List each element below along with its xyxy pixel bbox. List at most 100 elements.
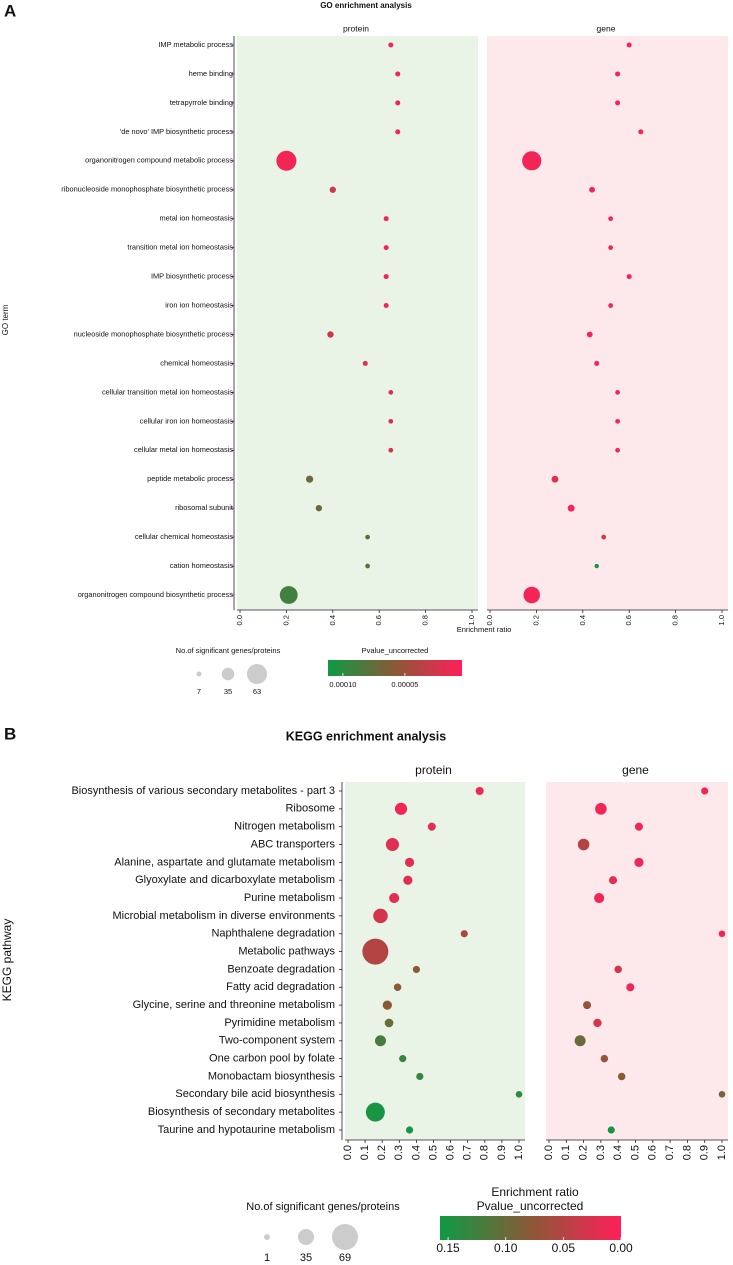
y-tick-label: cation homeostasis: [170, 561, 234, 570]
size-legend-label: 7: [197, 687, 201, 696]
bubble: [404, 857, 415, 867]
x-tick-label: 0.0: [543, 1145, 555, 1160]
bubble: [427, 822, 436, 831]
bubble: [634, 857, 644, 867]
bubble: [718, 930, 726, 938]
y-tick-label: Glycine, serine and threonine metabolism: [133, 999, 335, 1011]
y-tick-label: Ribosome: [285, 803, 335, 815]
y-axis-label: GO term: [1, 304, 10, 335]
bubble: [615, 71, 621, 77]
x-tick-label: 1.0: [717, 615, 726, 625]
bubble: [365, 1102, 385, 1122]
bubble: [593, 1018, 602, 1028]
bubble: [327, 331, 334, 338]
bubble: [374, 1035, 386, 1047]
bubble: [523, 586, 541, 604]
y-tick-label: ribosomal subunit: [175, 503, 233, 512]
color-legend-title: Pvalue_uncorrected: [477, 1199, 584, 1213]
bubble: [586, 331, 593, 338]
color-bar-label: 0.00: [609, 1241, 633, 1255]
x-tick-label: 0.4: [410, 1145, 422, 1160]
x-tick-label: 0.8: [681, 1145, 693, 1160]
bubble: [475, 786, 484, 796]
size-legend-label: 63: [253, 687, 261, 696]
bubble: [515, 1091, 523, 1098]
bubble: [362, 360, 368, 366]
facet-title: gene: [597, 23, 616, 33]
bubble: [385, 837, 399, 852]
facet-title: protein: [415, 763, 452, 777]
facet-background: [546, 782, 728, 1140]
bubble: [589, 186, 595, 193]
y-tick-label: Microbial metabolism in diverse environm…: [112, 910, 335, 922]
bubble: [389, 892, 400, 904]
bubble: [383, 303, 389, 309]
size-legend-label: 35: [300, 1252, 312, 1264]
bubble: [383, 274, 389, 280]
x-tick-label: 0.1: [359, 1145, 371, 1160]
chart-title: KEGG enrichment analysis: [286, 729, 447, 743]
x-tick-label: 0.1: [560, 1145, 572, 1160]
x-tick-label: 0.5: [427, 1145, 439, 1160]
facet-background: [487, 36, 728, 610]
bubble: [595, 803, 607, 815]
y-tick-label: Biosynthesis of secondary metabolites: [148, 1106, 336, 1118]
bubble: [460, 930, 468, 938]
bubble: [388, 390, 394, 395]
bubble: [416, 1072, 424, 1081]
color-bar: [440, 1216, 621, 1240]
bubble: [608, 303, 614, 308]
x-tick-label: 0.7: [462, 1145, 474, 1160]
size-legend-label: 69: [339, 1252, 351, 1264]
bubble: [405, 1126, 414, 1134]
y-tick-label: IMP biosynthetic process: [151, 272, 233, 281]
color-bar-label: 0.15: [436, 1241, 460, 1255]
bubble: [615, 447, 620, 453]
x-tick-label: 0.0: [235, 615, 244, 625]
bubble: [626, 983, 635, 992]
x-tick-label: 0.2: [281, 615, 290, 625]
y-tick-label: Metabolic pathways: [238, 945, 335, 957]
color-bar-label: 0.00010: [329, 680, 356, 689]
bubble: [384, 1018, 394, 1028]
bubble: [626, 274, 632, 280]
bubble: [383, 216, 389, 222]
bubble: [395, 129, 401, 135]
color-bar-label: 0.05: [552, 1241, 576, 1255]
y-tick-label: cellular chemical homeostasis: [135, 532, 233, 541]
bubble: [608, 245, 614, 250]
size-legend-bubble: [264, 1234, 270, 1240]
x-tick-label: 0.6: [374, 615, 383, 625]
x-tick-label: 0.4: [328, 615, 337, 625]
y-tick-label: cellular transition metal ion homeostasi…: [102, 387, 233, 396]
bubble: [614, 965, 622, 974]
bubble: [608, 216, 614, 222]
size-legend-bubble: [332, 1224, 358, 1250]
bubble: [594, 563, 599, 569]
x-tick-label: 0.9: [496, 1145, 508, 1160]
bubble: [615, 390, 620, 395]
bubble: [615, 418, 620, 424]
y-tick-label: IMP metabolic process: [158, 40, 233, 49]
bubble: [393, 983, 402, 991]
bubble: [394, 802, 408, 815]
bubble: [365, 563, 370, 569]
panel-letter: A: [4, 1, 16, 20]
bubble: [600, 1054, 609, 1063]
y-tick-label: peptide metabolic process: [147, 474, 233, 483]
y-tick-label: transition metal ion homeostasis: [127, 243, 233, 252]
bubble: [395, 71, 401, 77]
x-tick-label: 0.6: [624, 615, 633, 625]
y-tick-label: organonitrogen compound biosynthetic pro…: [78, 590, 234, 599]
y-tick-label: Fatty acid degradation: [226, 981, 335, 993]
y-tick-label: Benzoate degradation: [227, 963, 335, 975]
size-legend-title: No.of significant genes/proteins: [176, 646, 281, 655]
y-tick-label: Purine metabolism: [244, 892, 335, 904]
bubble: [551, 475, 559, 483]
bubble: [574, 1035, 586, 1047]
bubble: [608, 876, 618, 885]
bubble: [522, 151, 542, 171]
bubble: [615, 100, 621, 106]
y-tick-label: cellular iron ion homeostasis: [140, 416, 234, 425]
